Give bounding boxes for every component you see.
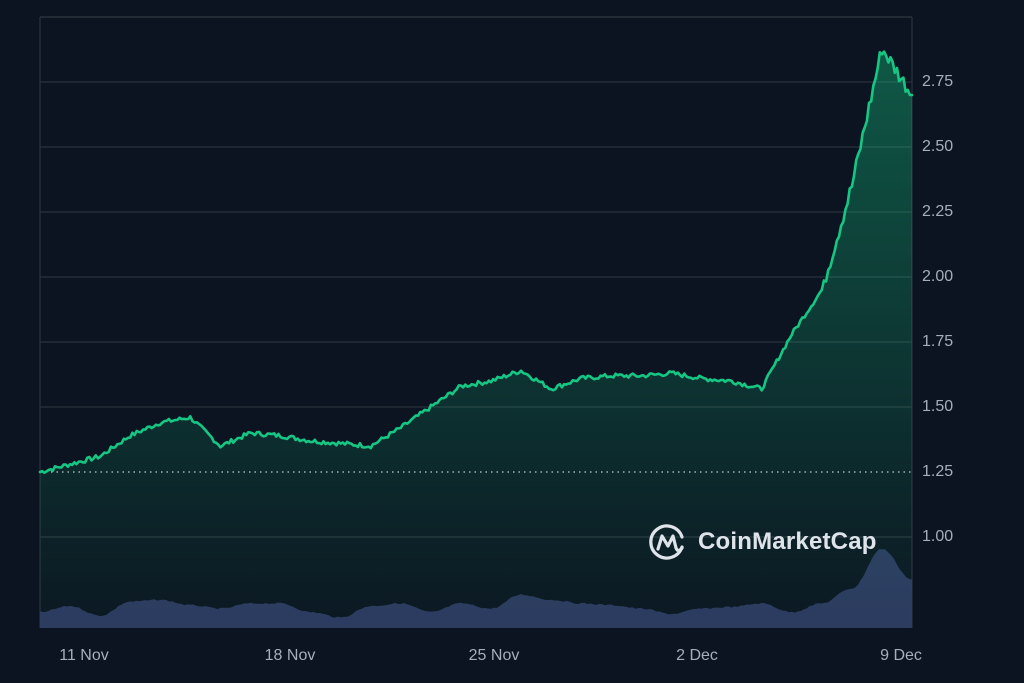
y-tick-label: 1.50 [922,398,954,415]
x-tick-label: 2 Dec [676,647,718,664]
x-tick-label: 18 Nov [264,647,316,664]
y-tick-label: 2.00 [922,268,954,285]
coinmarketcap-logo-icon [649,524,684,560]
y-tick-label: 1.25 [922,463,954,480]
y-tick-label: 2.75 [922,73,954,90]
watermark-text: CoinMarketCap [698,528,877,555]
x-tick-label: 11 Nov [59,647,109,664]
watermark: CoinMarketCap [648,522,877,562]
y-tick-label: 1.75 [922,333,954,350]
y-tick-label: 2.50 [922,138,954,155]
y-tick-label: 2.25 [922,203,954,220]
price-line [38,50,914,474]
x-tick-label: 25 Nov [468,647,520,664]
y-tick-label: 1.00 [922,528,954,545]
price-area-fill [40,51,912,629]
x-tick-label: 9 Dec [880,647,922,664]
